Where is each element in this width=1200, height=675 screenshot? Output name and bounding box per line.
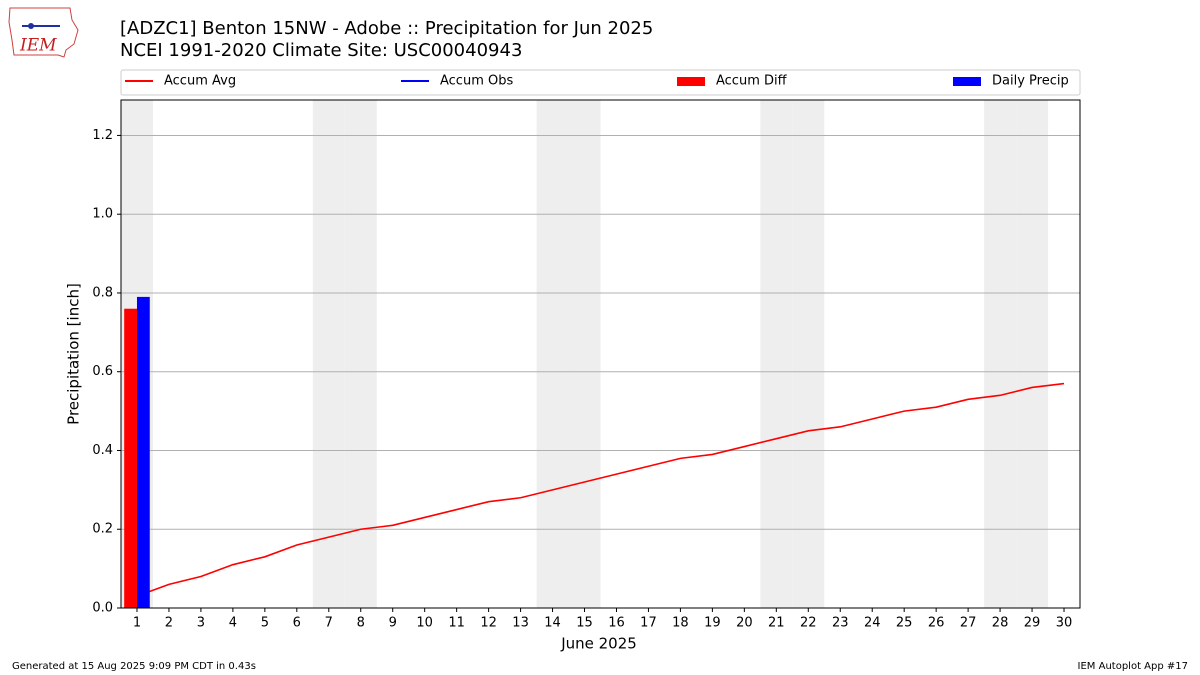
logo: IEM xyxy=(8,7,79,58)
x-tick-label: 23 xyxy=(832,616,849,631)
x-tick-label: 5 xyxy=(261,616,269,631)
x-tick-label: 13 xyxy=(512,616,529,631)
x-tick-label: 11 xyxy=(448,616,465,631)
chart-subtitle: NCEI 1991-2020 Climate Site: USC00040943 xyxy=(120,40,522,61)
x-tick-label: 3 xyxy=(197,616,205,631)
x-tick-label: 24 xyxy=(864,616,881,631)
x-tick-label: 20 xyxy=(736,616,753,631)
x-tick-label: 12 xyxy=(480,616,497,631)
y-tick-label: 0.6 xyxy=(92,364,113,379)
legend-swatch xyxy=(953,77,981,86)
footer-right: IEM Autoplot App #17 xyxy=(1078,661,1188,672)
weekend-band xyxy=(568,100,601,608)
weekend-band xyxy=(1016,100,1049,608)
weekend-band xyxy=(984,100,1017,608)
x-tick-label: 28 xyxy=(992,616,1009,631)
x-tick-label: 30 xyxy=(1056,616,1073,631)
weekend-band xyxy=(792,100,825,608)
x-tick-label: 8 xyxy=(357,616,365,631)
y-tick-label: 0.2 xyxy=(92,522,113,537)
weekend-band xyxy=(312,100,345,608)
x-tick-label: 14 xyxy=(544,616,561,631)
line xyxy=(136,382,1065,597)
x-tick-label: 27 xyxy=(960,616,977,631)
y-tick-label: 0.8 xyxy=(92,285,113,300)
x-tick-label: 7 xyxy=(325,616,333,631)
legend-swatch xyxy=(677,77,705,86)
x-tick-label: 9 xyxy=(389,616,397,631)
y-tick-label: 0.0 xyxy=(92,601,113,616)
weekend-band xyxy=(536,100,569,608)
x-tick-label: 17 xyxy=(640,616,657,631)
x-tick-label: 16 xyxy=(608,616,625,631)
x-tick-label: 1 xyxy=(133,616,141,631)
logo-text: IEM xyxy=(19,36,57,56)
y-tick-label: 1.2 xyxy=(92,128,113,143)
legend-box xyxy=(120,69,1081,96)
x-tick-label: 29 xyxy=(1024,616,1041,631)
chart-title: [ADZC1] Benton 15NW - Adobe :: Precipita… xyxy=(120,18,653,39)
weekend-band xyxy=(344,100,377,608)
x-tick-label: 25 xyxy=(896,616,913,631)
footer-left: Generated at 15 Aug 2025 9:09 PM CDT in … xyxy=(12,661,256,672)
x-tick-label: 10 xyxy=(416,616,433,631)
x-tick-label: 21 xyxy=(768,616,785,631)
x-tick-label: 4 xyxy=(229,616,237,631)
weekend-band xyxy=(760,100,793,608)
x-tick-label: 6 xyxy=(293,616,301,631)
legend-label: Accum Diff xyxy=(716,74,788,89)
x-tick-label: 19 xyxy=(704,616,721,631)
x-tick-label: 2 xyxy=(165,616,173,631)
y-tick-label: 0.4 xyxy=(92,443,113,458)
logo-dot xyxy=(28,23,34,29)
x-tick-label: 18 xyxy=(672,616,689,631)
logo-outline xyxy=(8,7,79,58)
bar xyxy=(124,308,137,608)
legend-label: Accum Avg xyxy=(164,74,236,89)
y-tick-label: 1.0 xyxy=(92,207,113,222)
x-tick-label: 26 xyxy=(928,616,945,631)
bar xyxy=(136,296,150,608)
legend-label: Accum Obs xyxy=(440,74,513,89)
x-axis-label: June 2025 xyxy=(560,635,637,653)
x-tick-label: 15 xyxy=(576,616,593,631)
legend-label: Daily Precip xyxy=(992,74,1069,89)
plot-frame xyxy=(120,99,1081,609)
plot-area xyxy=(121,100,1080,609)
x-tick-label: 22 xyxy=(800,616,817,631)
y-axis-label: Precipitation [inch] xyxy=(65,283,83,425)
